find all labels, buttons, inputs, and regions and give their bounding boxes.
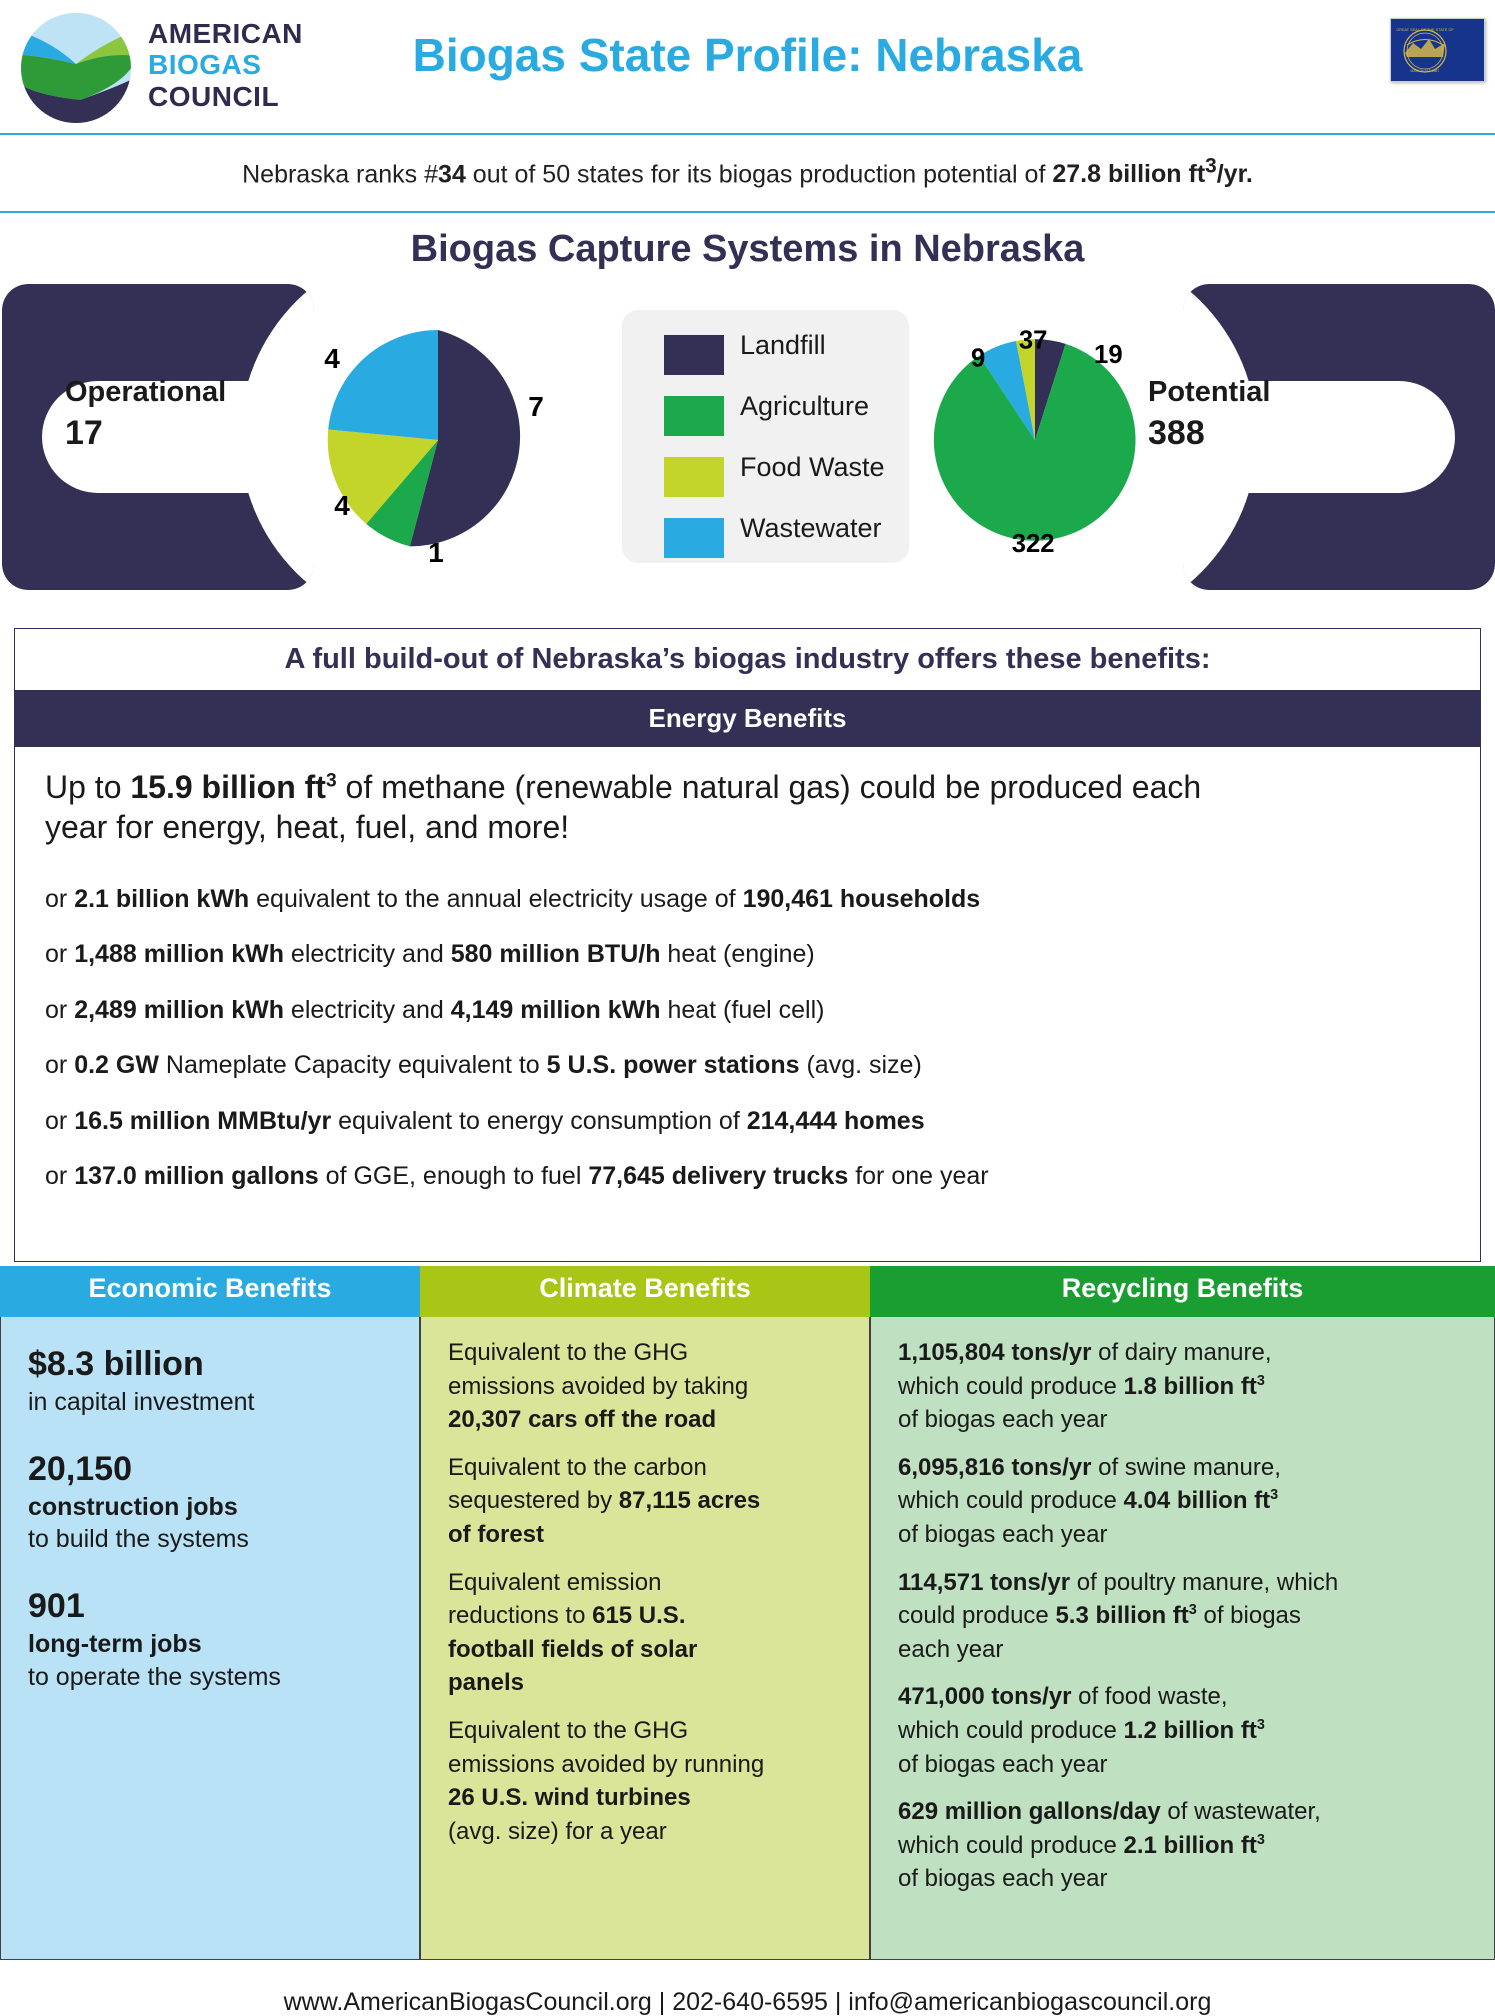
svg-text:GREAT SEAL OF THE STATE OF: GREAT SEAL OF THE STATE OF <box>1396 28 1454 32</box>
svg-text:4: 4 <box>334 490 350 521</box>
svg-text:4: 4 <box>324 343 340 374</box>
svg-text:9: 9 <box>971 345 985 373</box>
svg-text:19: 19 <box>1094 341 1123 369</box>
svg-text:MARCH 1ST 1867: MARCH 1ST 1867 <box>1411 69 1440 73</box>
svg-text:37: 37 <box>1019 326 1048 354</box>
svg-text:7: 7 <box>528 391 544 422</box>
svg-text:1: 1 <box>428 537 444 568</box>
svg-text:322: 322 <box>1012 530 1055 558</box>
